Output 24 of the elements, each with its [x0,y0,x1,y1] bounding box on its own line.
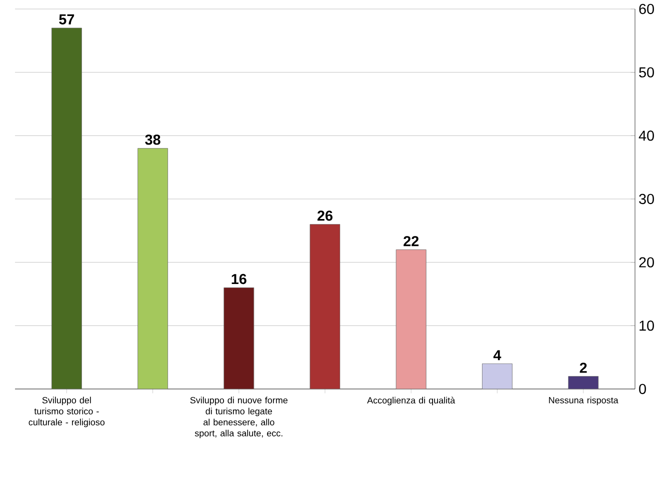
data-label: 2 [580,362,587,373]
x-tick-label: Sviluppo di nuove forme di turismo legate al benessere, allo sport, alla salute, ecc. [190,396,288,438]
x-tick-label: Accoglienza di qualità [367,396,456,406]
data-label: 4 [493,350,502,360]
y-tick-label: 40 [638,130,654,141]
y-tick-label: 50 [639,67,654,78]
bar [396,249,426,389]
bar [482,363,512,389]
y-tick-label: 20 [639,257,654,268]
y-tick-label: 10 [640,320,654,331]
y-tick-label: 0 [639,384,646,394]
bar [138,148,168,389]
data-label: 22 [404,236,419,246]
y-tick-label: 60 [639,4,654,14]
data-label: 57 [59,14,74,24]
x-tick-label: Sviluppo del turismo storico - culturale - religioso [28,396,105,428]
bar [310,224,340,389]
x-tick-label: Nessuna risposta [549,396,618,406]
y-tick-label: 30 [639,194,654,204]
bar [568,376,599,389]
data-label: 38 [145,134,160,145]
data-label: 16 [232,274,246,284]
data-label: 26 [317,210,332,221]
bar [51,28,82,389]
